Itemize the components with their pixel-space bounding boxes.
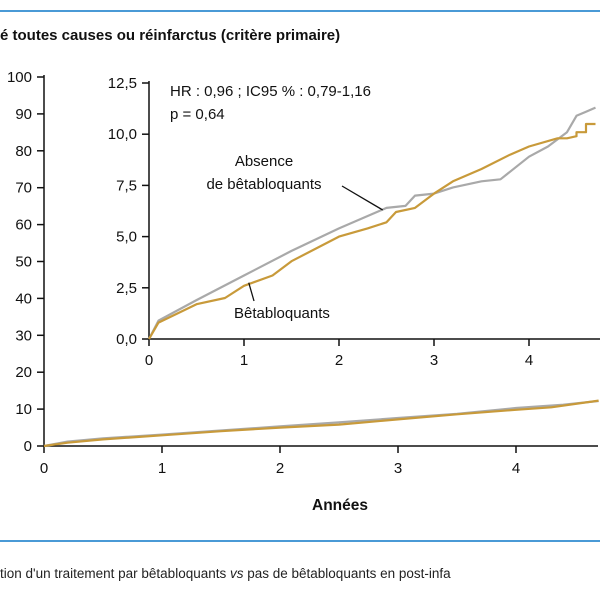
main-y-tick-label: 20: [15, 364, 32, 381]
main-y-tick-label: 90: [15, 106, 32, 123]
main-y-tick-label: 10: [15, 401, 32, 418]
p-value-annotation: p = 0,64: [170, 106, 225, 123]
main-y-tick-label: 30: [15, 327, 32, 344]
main-y-tick-label: 100: [7, 69, 32, 86]
main-y-tick-label: 70: [15, 180, 32, 197]
top-rule: [0, 10, 600, 12]
main-series-line-beta: [43, 399, 599, 448]
series-label-beta: Bêtabloquants: [234, 305, 330, 322]
caption-italic: vs: [229, 566, 244, 581]
inset-y-tick-label: 2,5: [116, 280, 137, 297]
main-x-tick-label: 0: [40, 460, 48, 477]
inset-background: [149, 77, 600, 339]
caption-text-before: tion d'un traitement par bêtabloquants: [0, 566, 230, 581]
hr-annotation: HR : 0,96 ; IC95 % : 0,79-1,16: [170, 83, 371, 100]
series-label-absence-line1: Absence: [235, 153, 293, 170]
caption-text-after: pas de bêtabloquants en post-infa: [243, 566, 451, 581]
inset-y-tick-label: 7,5: [116, 177, 137, 194]
main-y-tick-label: 50: [15, 254, 32, 271]
main-x-tick-label: 4: [512, 460, 520, 477]
bottom-rule: [0, 540, 600, 542]
main-y-tick-label: 40: [15, 290, 32, 307]
inset-x-tick-label: 2: [335, 352, 343, 369]
series-label-beta-leader: [248, 282, 255, 302]
inset-x-tick-label: 3: [430, 352, 438, 369]
inset-plot: 0,0 2,5 5,0 7,5 10,0 12,5 0 1 2 3 4 HR : 0,96 ; IC9…: [108, 75, 600, 369]
series-label-absence-line2: de bêtabloquants: [206, 176, 321, 193]
inset-y-tick-label: 12,5: [108, 75, 137, 92]
inset-x-tick-label: 0: [145, 352, 153, 369]
inset-y-tick-label: 0,0: [116, 331, 137, 348]
series-label-absence-leader: [341, 185, 384, 211]
inset-y-tick-label: 5,0: [116, 229, 137, 246]
main-x-axis-title: Années: [312, 497, 368, 514]
main-y-tick-label: 80: [15, 143, 32, 160]
inset-x-tick-label: 4: [525, 352, 533, 369]
inset-x-tick-label: 1: [240, 352, 248, 369]
main-x-tick-label: 3: [394, 460, 402, 477]
figure-caption: tion d'un traitement par bêtabloquants v…: [0, 566, 451, 581]
main-y-tick-label: 0: [24, 438, 32, 455]
chart-title: é toutes causes ou réinfarctus (critère …: [0, 27, 341, 44]
main-y-tick-label: 60: [15, 217, 32, 234]
inset-y-tick-label: 10,0: [108, 126, 137, 143]
main-x-tick-label: 1: [158, 460, 166, 477]
inset-series-line-beta: [148, 122, 596, 340]
main-series-line-absence: [43, 399, 599, 448]
main-x-tick-label: 2: [276, 460, 284, 477]
